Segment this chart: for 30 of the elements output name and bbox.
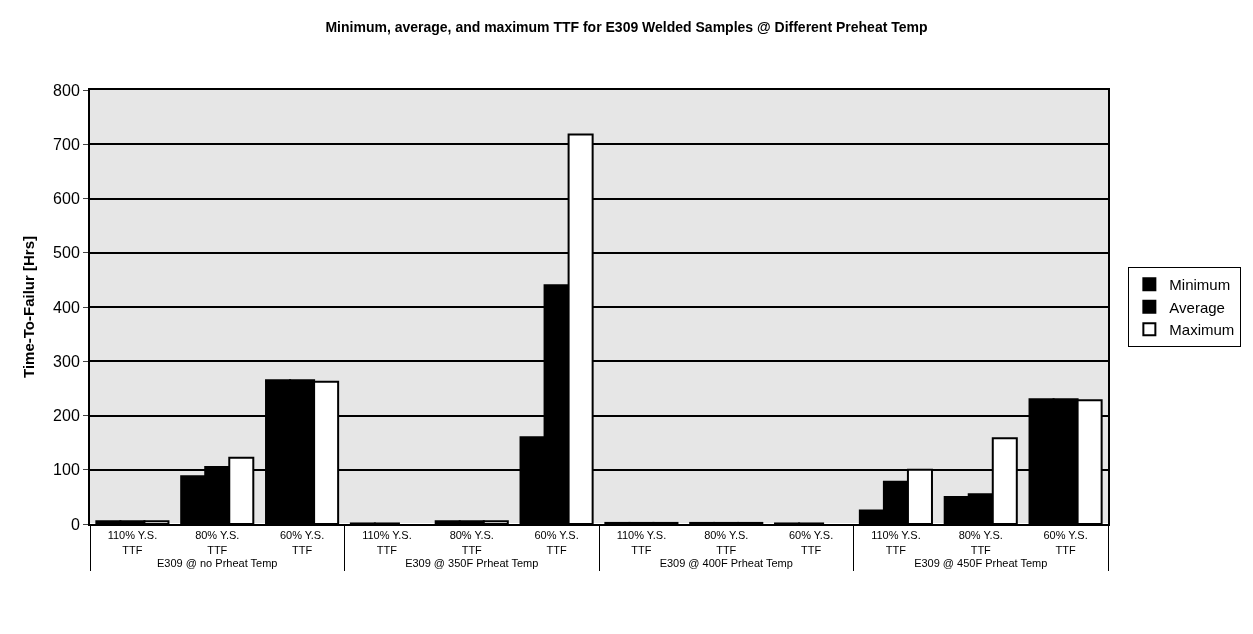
- y-tick-label: 0: [70, 515, 80, 533]
- text: E309 @ 350F Prheat Temp: [405, 557, 539, 570]
- x-tick-label: 80% Y.S. TTF: [449, 529, 494, 556]
- y-tick-label: 400: [53, 298, 80, 316]
- x-tick-label: 60% Y.S. TTF: [534, 529, 579, 556]
- y-tick-label: 300: [53, 352, 80, 370]
- y-tick-label: 200: [53, 407, 80, 425]
- y-axis-title: Time-To-Failur [Hrs]: [19, 236, 37, 378]
- x-tick-label: 60% Y.S. TTF: [788, 529, 834, 556]
- x-tick-label: 80% Y.S. TTF: [195, 529, 240, 556]
- text: E309 @ no Prheat Temp: [157, 557, 278, 570]
- y-tick-label: 500: [53, 244, 80, 262]
- chart-title: Minimum, average, and maximum TTF for E309 Welded Samples @ Different Preheat Temp: [325, 18, 928, 35]
- y-tick-label: 800: [53, 81, 80, 99]
- x-tick-label: 60% Y.S. TTF: [279, 529, 325, 556]
- x-tick-label: 110% Y.S. TTF: [871, 529, 921, 556]
- legend-label: Average: [1169, 298, 1225, 316]
- y-tick-label: 700: [53, 135, 80, 153]
- x-tick-label: 80% Y.S. TTF: [958, 529, 1003, 556]
- x-tick-label: 110% Y.S. TTF: [362, 529, 412, 556]
- legend-label: Maximum: [1169, 321, 1235, 339]
- x-tick-label: 110% Y.S. TTF: [107, 529, 158, 556]
- y-tick-label: 100: [53, 461, 80, 479]
- x-tick-label: 110% Y.S. TTF: [616, 529, 667, 556]
- legend-label: Minimum: [1169, 276, 1231, 294]
- text: E309 @ 450F Prheat Temp: [914, 557, 1048, 570]
- x-tick-label: 60% Y.S. TTF: [1043, 529, 1088, 556]
- x-tick-label: 80% Y.S. TTF: [704, 529, 749, 556]
- text: E309 @ 400F Prheat Temp: [659, 557, 793, 570]
- y-tick-label: 600: [53, 190, 80, 208]
